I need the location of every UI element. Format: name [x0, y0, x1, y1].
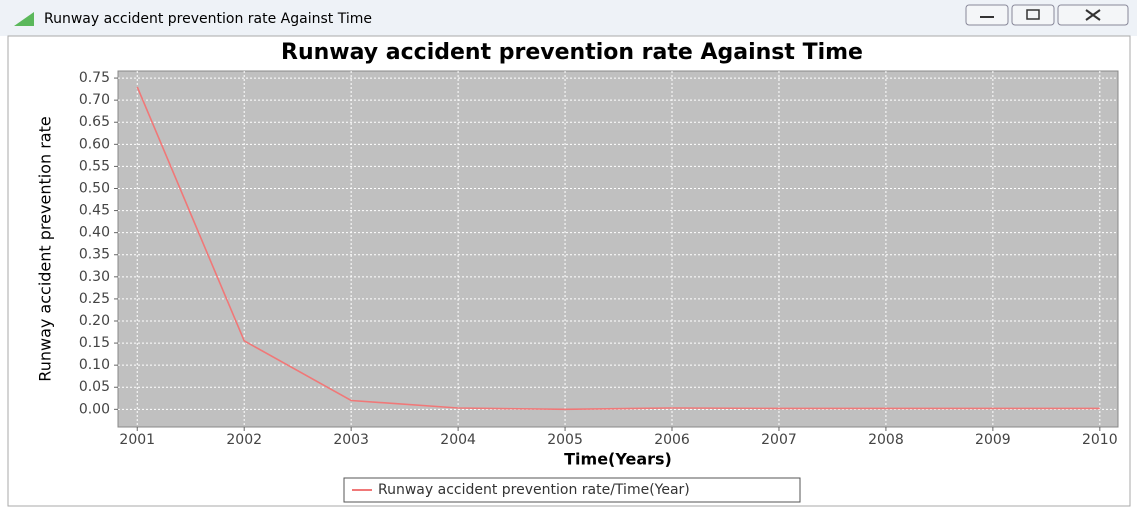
x-tick-label: 2010: [1082, 432, 1118, 448]
y-axis-label: Runway accident prevention rate: [36, 116, 55, 381]
y-tick-label: 0.20: [79, 313, 110, 329]
plot-area: [117, 70, 1119, 428]
y-tick-label: 0.35: [79, 247, 110, 263]
y-tick-label: 0.60: [79, 136, 110, 152]
data-line: [136, 86, 1100, 411]
maximize-button[interactable]: [1011, 4, 1055, 26]
y-tick-label: 0.50: [79, 180, 110, 196]
x-tick-label: 2006: [654, 432, 690, 448]
x-tick-label: 2008: [868, 432, 904, 448]
y-tick-label: 0.45: [79, 203, 110, 219]
x-tick-label: 2007: [761, 432, 797, 448]
chart-title: Runway accident prevention rate Against …: [281, 40, 863, 65]
x-tick-label: 2001: [119, 432, 155, 448]
window-title: Runway accident prevention rate Against …: [44, 11, 372, 27]
y-tick-label: 0.25: [79, 291, 110, 307]
x-tick-label: 2004: [440, 432, 476, 448]
y-tick-label: 0.00: [79, 401, 110, 417]
chart: Runway accident prevention rate Against …: [36, 40, 1119, 503]
title-bar: [0, 0, 1137, 36]
legend-box: [343, 477, 801, 503]
y-tick-label: 0.15: [79, 335, 110, 351]
window-icon: [14, 12, 34, 26]
y-tick-label: 0.40: [79, 225, 110, 241]
x-tick-label: 2009: [975, 432, 1011, 448]
x-tick-label: 2005: [547, 432, 583, 448]
y-tick-label: 0.75: [79, 70, 110, 86]
x-tick-label: 2003: [333, 432, 369, 448]
y-tick-label: 0.65: [79, 114, 110, 130]
window-controls[interactable]: [965, 4, 1129, 26]
maximize-icon: [1026, 9, 1040, 20]
x-axis-label: Time(Years): [564, 450, 672, 469]
y-tick-label: 0.10: [79, 357, 110, 373]
close-icon: [1085, 9, 1101, 21]
y-tick-label: 0.05: [79, 379, 110, 395]
x-tick-label: 2002: [226, 432, 262, 448]
y-tick-label: 0.70: [79, 92, 110, 108]
legend-label: Runway accident prevention rate/Time(Yea…: [378, 482, 690, 498]
minimize-button[interactable]: [965, 4, 1009, 26]
y-tick-label: 0.55: [79, 158, 110, 174]
y-tick-label: 0.30: [79, 269, 110, 285]
